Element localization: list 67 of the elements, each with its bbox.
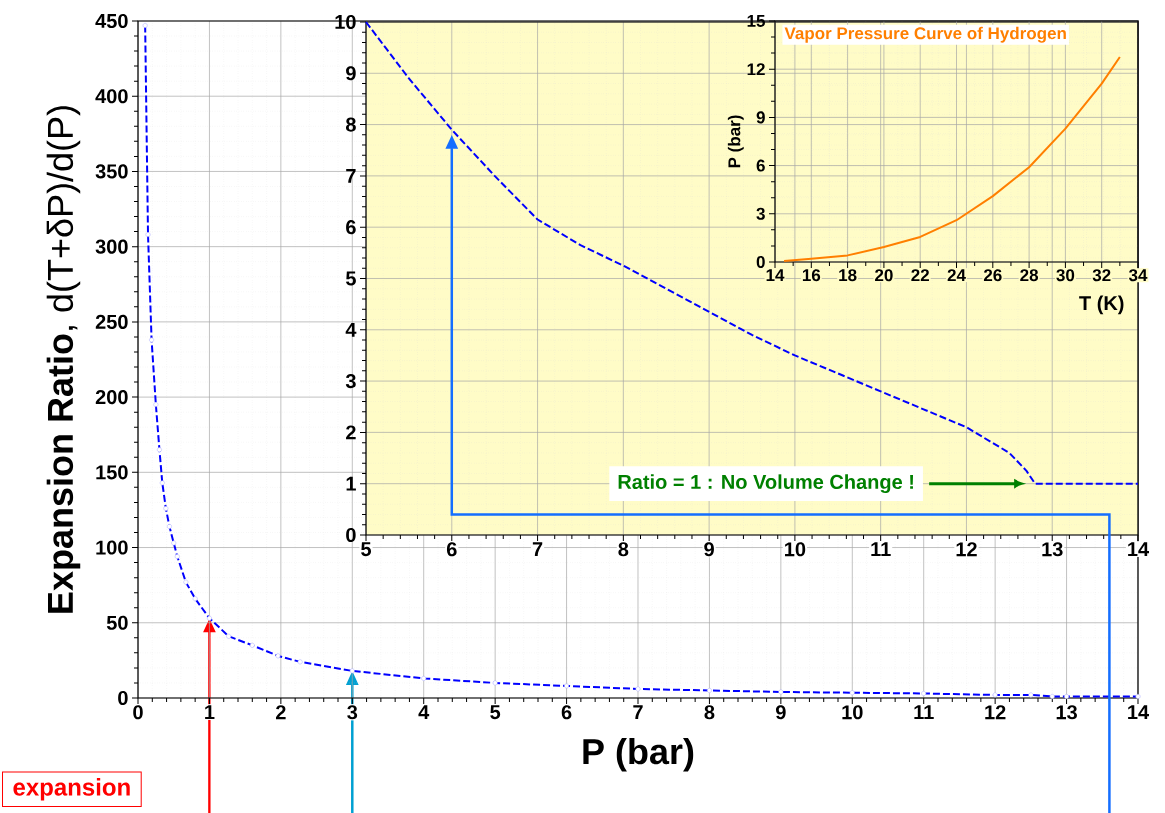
x-tick-label: 12 (985, 705, 1006, 720)
x-tick-label: 26 (983, 269, 1002, 282)
x-tick-label: 30 (1056, 269, 1075, 282)
x-tick-label: 6 (446, 542, 457, 557)
y-tick-label: 2 (346, 425, 356, 440)
x-tick-label: 11 (914, 705, 934, 719)
x-tick-label: 5 (490, 705, 501, 720)
x-tick-label: 14 (1128, 542, 1150, 556)
x-tick-label: 0 (133, 705, 143, 720)
y-tick-label: 3 (756, 207, 765, 220)
x-tick-label: 24 (947, 269, 966, 282)
y-tick-label: 7 (346, 169, 356, 183)
x-tick-label: 8 (704, 705, 715, 720)
x-tick-label: 10 (842, 705, 863, 720)
y-tick-label: 9 (346, 66, 356, 81)
y-tick-label: 3 (345, 374, 356, 389)
x-tick-label: 7 (633, 705, 643, 719)
y-tick-label: 0 (346, 527, 356, 543)
x-tick-label: 32 (1092, 269, 1111, 282)
x-tick-label: 20 (875, 269, 893, 282)
x-tick-label: 1 (205, 705, 215, 719)
x-tick-label: 5 (361, 542, 372, 557)
x-tick-label: 16 (802, 269, 821, 282)
y-tick-label: 12 (747, 63, 765, 76)
y-tick-label: 0 (118, 690, 128, 706)
y-tick-label: 6 (756, 159, 765, 172)
x-tick-label: 10 (785, 542, 806, 557)
x-axis-title: T (K) (1079, 295, 1124, 315)
y-axis-title: Expansion Ratio, d(T+δP)/d(P) (46, 106, 81, 613)
line-series (783, 55, 1121, 263)
y-tick-label: 9 (756, 111, 765, 124)
x-tick-label: 12 (956, 542, 977, 557)
text: expansion (13, 778, 130, 801)
y-tick-label: 1 (346, 476, 356, 491)
y-tick-label: 50 (106, 615, 128, 630)
y-axis-title: P (bar) (727, 115, 744, 168)
x-tick-label: 13 (1042, 542, 1063, 557)
y-tick-label: 300 (95, 239, 128, 254)
chart-title: Vapor Pressure Curve of Hydrogen (784, 26, 1066, 43)
y-tick-label: 0 (756, 255, 765, 269)
x-tick-label: 13 (1056, 705, 1077, 720)
x-axis-title: P (bar) (583, 737, 694, 772)
y-tick-label: 4 (345, 322, 357, 337)
x-tick-label: 8 (618, 542, 629, 557)
y-tick-label: 150 (96, 465, 128, 480)
x-tick-label: 28 (1020, 269, 1039, 282)
x-tick-label: 14 (1128, 705, 1149, 719)
x-tick-label: 14 (766, 269, 785, 281)
x-tick-label: 9 (704, 542, 714, 557)
x-tick-label: 7 (532, 542, 543, 556)
y-tick-label: 400 (95, 89, 128, 104)
y-tick-label: 450 (95, 13, 128, 29)
x-tick-label: 9 (775, 705, 786, 720)
x-tick-label: 6 (561, 705, 572, 720)
y-tick-label: 8 (345, 117, 356, 132)
x-tick-label: 2 (275, 705, 286, 720)
y-tick-label: 250 (95, 314, 128, 329)
annotation: Ratio = 1 : No Volume Change ! (618, 474, 914, 494)
x-tick-label: 11 (871, 542, 891, 556)
x-tick-label: 22 (911, 269, 929, 282)
x-tick-label: 18 (839, 269, 857, 282)
x-tick-label: 4 (418, 705, 430, 719)
y-tick-label: 350 (95, 164, 128, 179)
y-tick-label: 6 (346, 220, 356, 235)
x-tick-label: 34 (1128, 269, 1148, 282)
y-tick-label: 200 (95, 390, 128, 405)
y-tick-label: 100 (96, 540, 128, 555)
